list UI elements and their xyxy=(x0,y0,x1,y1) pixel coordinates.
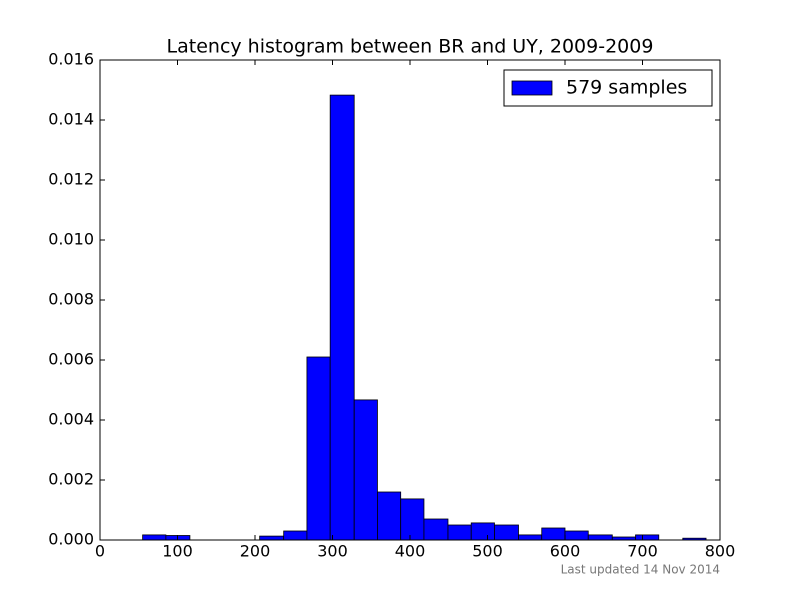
y-tick-label: 0.012 xyxy=(48,170,94,189)
chart-title: Latency histogram between BR and UY, 200… xyxy=(167,36,654,58)
bar xyxy=(142,534,167,541)
bar xyxy=(587,534,613,541)
bar xyxy=(306,356,331,541)
bar xyxy=(353,399,378,541)
bar xyxy=(423,518,449,541)
y-tick-label: 0.000 xyxy=(48,530,94,549)
y-tick-label: 0.010 xyxy=(48,230,94,249)
bar xyxy=(400,498,425,541)
bar xyxy=(518,534,543,541)
y-tick-label: 0.014 xyxy=(48,110,94,129)
legend-box xyxy=(503,69,713,107)
y-tick-label: 0.002 xyxy=(48,470,94,489)
x-tick-label: 600 xyxy=(550,542,581,561)
x-tick-label: 300 xyxy=(317,542,348,561)
bar xyxy=(470,522,495,541)
y-tick-label: 0.016 xyxy=(48,50,94,69)
x-tick-label: 0 xyxy=(95,542,105,561)
bar xyxy=(283,530,308,541)
x-tick-label: 800 xyxy=(705,542,736,561)
bar xyxy=(635,534,660,541)
bar xyxy=(541,527,566,541)
x-tick-label: 200 xyxy=(240,542,271,561)
bar xyxy=(447,524,472,541)
x-tick-label: 400 xyxy=(395,542,426,561)
bar xyxy=(564,530,589,541)
footnote: Last updated 14 Nov 2014 xyxy=(561,563,720,577)
x-tick-label: 500 xyxy=(472,542,503,561)
y-tick-label: 0.004 xyxy=(48,410,94,429)
bar xyxy=(494,524,519,541)
legend-label: 579 samples xyxy=(566,77,687,99)
bar xyxy=(377,491,402,541)
legend-swatch xyxy=(511,80,553,96)
bar xyxy=(259,535,285,541)
bar xyxy=(329,94,355,541)
plot-frame xyxy=(99,59,721,541)
x-tick-label: 700 xyxy=(627,542,658,561)
y-tick-label: 0.006 xyxy=(48,350,94,369)
y-tick-label: 0.008 xyxy=(48,290,94,309)
x-tick-label: 100 xyxy=(162,542,193,561)
